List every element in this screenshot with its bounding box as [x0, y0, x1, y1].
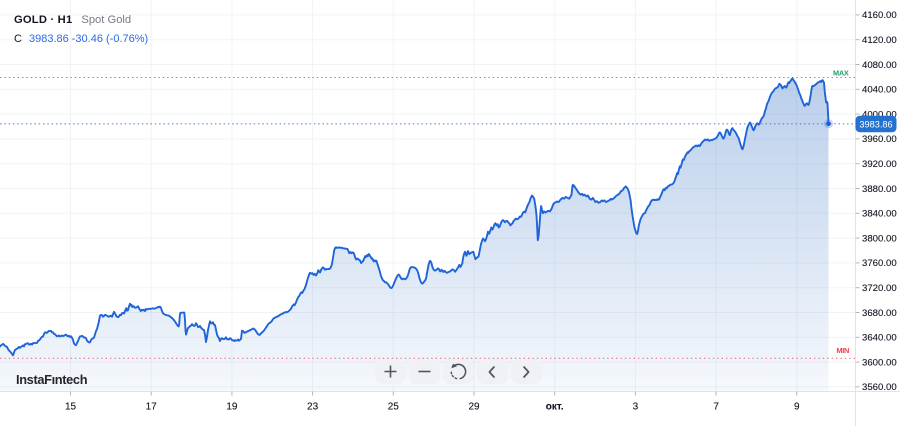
svg-text:окт.: окт. [546, 402, 564, 413]
svg-text:15: 15 [65, 402, 77, 413]
svg-text:3560.00: 3560.00 [862, 382, 897, 393]
svg-text:MIN: MIN [836, 346, 849, 355]
svg-text:3920.00: 3920.00 [862, 159, 897, 170]
svg-text:3840.00: 3840.00 [862, 209, 897, 220]
svg-text:19: 19 [226, 402, 238, 413]
svg-text:3640.00: 3640.00 [862, 333, 897, 344]
svg-text:25: 25 [388, 402, 400, 413]
svg-text:3720.00: 3720.00 [862, 283, 897, 294]
svg-text:4080.00: 4080.00 [862, 60, 897, 71]
svg-text:4040.00: 4040.00 [862, 85, 897, 96]
svg-text:4000.00: 4000.00 [862, 109, 897, 120]
svg-text:3880.00: 3880.00 [862, 184, 897, 195]
svg-text:7: 7 [713, 402, 719, 413]
svg-text:23: 23 [307, 402, 319, 413]
svg-text:3: 3 [633, 402, 639, 413]
svg-text:3800.00: 3800.00 [862, 233, 897, 244]
svg-text:3600.00: 3600.00 [862, 357, 897, 368]
svg-text:4120.00: 4120.00 [862, 35, 897, 46]
svg-text:4160.00: 4160.00 [862, 10, 897, 21]
svg-text:3680.00: 3680.00 [862, 308, 897, 319]
svg-text:3960.00: 3960.00 [862, 134, 897, 145]
svg-text:MAX: MAX [833, 69, 849, 78]
svg-text:3983.86: 3983.86 [859, 119, 892, 129]
svg-text:29: 29 [468, 402, 480, 413]
svg-text:17: 17 [146, 402, 158, 413]
svg-text:9: 9 [794, 402, 800, 413]
svg-text:3760.00: 3760.00 [862, 258, 897, 269]
